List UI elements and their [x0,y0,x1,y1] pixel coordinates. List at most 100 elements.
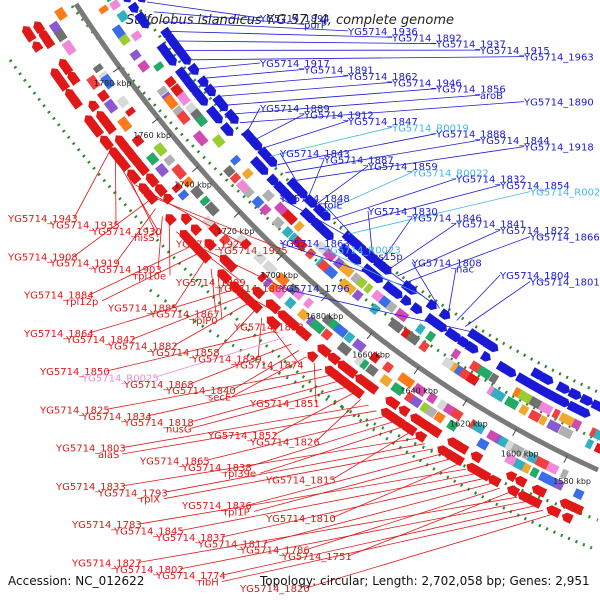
gene-label[interactable]: YG5714_1890 [523,98,594,109]
gene-label[interactable]: YG5714_1825 [39,405,110,416]
gene-label[interactable]: purP [304,20,327,31]
gene-label[interactable]: YG5714_1889 [259,104,330,115]
gene-label[interactable]: YG5714_1936 [347,27,418,38]
gene-label[interactable]: YG5714_R0022 [411,168,489,179]
gene-label[interactable]: YG5714_1832 [455,175,526,186]
gene-label[interactable]: YG5714_1892 [391,33,462,44]
gene-label[interactable]: YG5714_1888 [435,130,506,141]
gene-label[interactable]: YG5714_1808 [411,258,482,269]
gene-label[interactable]: YG5714_1846 [411,213,482,224]
gene-label[interactable]: YG5714_1864 [23,329,94,340]
gene-label[interactable]: YG5714_1842 [65,335,136,346]
gene-label[interactable]: YG5714_1915 [479,46,550,57]
gene-label[interactable]: rpl10e [134,271,166,282]
gene-label[interactable]: YG5714_1844 [479,136,550,147]
gene-label[interactable]: YG5714_1908 [7,252,78,263]
gene-label[interactable]: aroB [480,91,503,102]
gene-label[interactable]: YG5714_1822 [499,226,570,237]
gene-label[interactable]: YG5714_1851 [249,399,320,410]
gene-label[interactable]: YG5714_1853 [233,322,304,333]
gene-label[interactable]: YG5714_1839 [191,354,262,365]
gene-label[interactable]: YG5714_1891 [303,65,374,76]
gene-label[interactable]: YG5714_1848 [279,194,350,205]
gene-label[interactable]: YG5714_R0023 [323,245,401,256]
gene-label[interactable]: YG5714_1826 [249,437,320,448]
gene-label[interactable]: YG5714_1885 [107,303,178,314]
gene-label[interactable]: YG5714_1874 [233,361,304,372]
gene-label[interactable]: YG5714_1943 [7,214,78,225]
gene-label[interactable]: YG5714_1836 [181,501,252,512]
gene-label[interactable]: YG5714_1858 [149,348,220,359]
gene-label[interactable]: secE [208,393,231,404]
gene-label[interactable]: ribH [198,578,219,589]
gene-label[interactable]: YG5714_1834 [81,412,152,423]
gene-label[interactable]: YG5714_1865 [139,456,210,467]
gene-label[interactable]: YG5714_1867 [149,310,220,321]
gene-label[interactable]: rplP0 [192,316,218,327]
gene-label[interactable]: YG5714_R0019 [391,123,469,134]
gene-label[interactable]: YG5714_1856 [435,85,506,96]
gene-label[interactable]: YG5714_1946 [391,78,462,89]
gene-label[interactable]: hisS [134,233,155,244]
gene-label[interactable]: YG5714_1830 [367,207,438,218]
gene-label[interactable]: YG5714_1894 [259,14,330,25]
gene-label[interactable]: YG5714_1837 [155,533,226,544]
gene-label[interactable]: YG5714_1862 [347,72,418,83]
gene-label[interactable]: YG5714_1884 [23,291,94,302]
gene-label[interactable]: YG5714_1827 [71,559,142,570]
gene-label[interactable]: YG5714_1804 [499,271,570,282]
gene-label[interactable]: YG5714_1751 [281,552,352,563]
gene-label[interactable]: YG5714_1919 [49,259,120,270]
gene-label[interactable]: YG5714_1918 [523,143,594,154]
gene-label[interactable]: YG5714_1783 [71,520,142,531]
gene-label[interactable]: YG5714_1912 [303,110,374,121]
gene-label[interactable]: YG5714_1924 [175,240,246,251]
gene-label[interactable]: alaS [98,450,119,461]
gene-label[interactable]: YG5714_1850 [39,367,110,378]
gene-label[interactable]: YG5714_1866 [529,233,600,244]
gene-label[interactable]: YG5714_1815 [265,476,336,487]
gene-label[interactable]: YG5714_1833 [55,482,126,493]
gene-label[interactable]: rpl39e [224,469,256,480]
gene-label[interactable]: YG5714_1886 [217,284,288,295]
gene-label[interactable]: YG5714_1818 [123,418,194,429]
gene-label[interactable]: YG5714_1803 [55,444,126,455]
gene-label[interactable]: YG5714_1859 [367,162,438,173]
gene-label[interactable]: rpl1P [224,507,250,518]
gene-label[interactable]: YG5714_1793 [97,488,168,499]
gene-label[interactable]: YG5714_R0024 [529,188,600,199]
gene-label[interactable]: rps15p [368,252,403,263]
gene-label[interactable]: YG5714_1882 [107,342,178,353]
gene-label[interactable]: YG5714_1843 [279,149,350,160]
gene-label[interactable]: YG5714_1963 [523,53,594,64]
gene-label[interactable]: YG5714_1868 [123,380,194,391]
gene-label[interactable]: YG5714_1847 [347,117,418,128]
gene-label[interactable]: YG5714_1840 [165,386,236,397]
gene-label[interactable]: YG5714_1903 [91,265,162,276]
gene-label[interactable]: YG5714_1838 [181,463,252,474]
gene-label[interactable]: YG5714_1917 [259,59,330,70]
gene-label[interactable]: YG5714_1801 [529,278,600,289]
gene-label[interactable]: YG5714_1863 [279,239,350,250]
gene-label[interactable]: YG5714_1817 [197,539,268,550]
gene-label[interactable]: YG5714_1887 [323,155,394,166]
gene-label[interactable]: YG5714_1925 [217,246,288,257]
gene-label[interactable]: YG5714_1935 [49,220,120,231]
gene-label[interactable]: YG5714_1810 [265,514,336,525]
gene-label[interactable]: YG5714_1802 [113,565,184,576]
gene-label[interactable]: YG5714_R0025 [81,374,159,385]
gene-label[interactable]: YG5714_1841 [455,220,526,231]
gene-label[interactable]: YG5714_1820 [239,584,310,595]
gene-label[interactable]: rplX [140,495,160,506]
gene-label[interactable]: YG5714_1786 [239,546,310,557]
gene-label[interactable]: YG5714_1937 [435,40,506,51]
gene-label[interactable]: YG5714_1796 [279,284,350,295]
gene-label[interactable]: rpl12p [66,297,98,308]
gene-label[interactable]: YG5714_1774 [155,571,226,582]
gene-label[interactable]: folE [324,200,343,211]
gene-label[interactable]: YG5714_1854 [499,181,570,192]
gene-label[interactable]: YG5714_1899 [175,278,246,289]
gene-label[interactable]: YG5714_1845 [113,527,184,538]
gene-label[interactable]: nusG [166,425,192,436]
gene-label[interactable]: nac [456,265,474,276]
